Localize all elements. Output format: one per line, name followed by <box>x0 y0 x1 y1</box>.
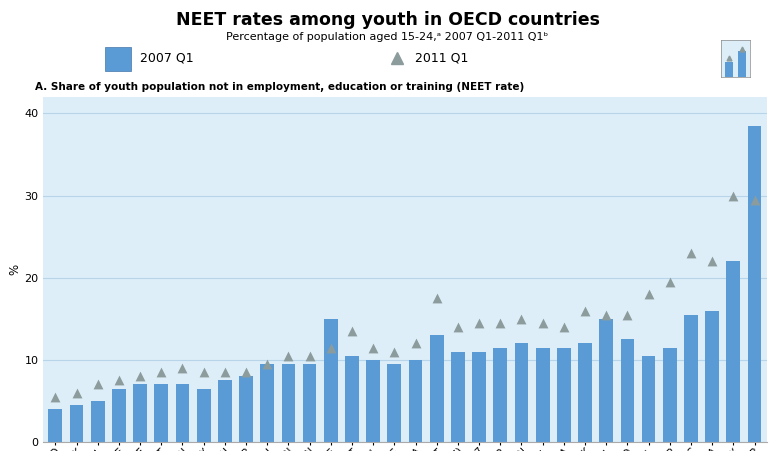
Point <box>282 352 294 359</box>
Point <box>155 368 167 376</box>
Point <box>198 368 210 376</box>
Point <box>706 258 718 265</box>
Bar <box>112 389 126 442</box>
Text: 2011 Q1: 2011 Q1 <box>415 52 469 65</box>
Point <box>325 344 337 351</box>
Bar <box>218 380 232 442</box>
Point <box>112 377 125 384</box>
Bar <box>281 364 295 442</box>
Text: Percentage of population aged 15-24,ᵃ 2007 Q1-2011 Q1ᵇ: Percentage of population aged 15-24,ᵃ 20… <box>226 32 549 42</box>
Bar <box>324 319 338 442</box>
Point <box>600 311 612 318</box>
Bar <box>472 352 486 442</box>
Bar <box>260 364 274 442</box>
Bar <box>557 348 570 442</box>
Bar <box>430 335 443 442</box>
Bar <box>133 384 147 442</box>
Bar <box>621 339 634 442</box>
Point <box>91 381 104 388</box>
Point <box>622 311 634 318</box>
Bar <box>451 352 465 442</box>
Bar <box>239 376 253 442</box>
Bar <box>663 348 677 442</box>
Point <box>642 290 655 298</box>
Point <box>431 295 443 302</box>
Bar <box>49 409 62 442</box>
Bar <box>345 356 359 442</box>
Bar <box>578 343 592 442</box>
Bar <box>599 319 613 442</box>
Point <box>239 368 252 376</box>
Bar <box>154 384 168 442</box>
Bar <box>408 360 422 442</box>
Bar <box>684 315 698 442</box>
Point <box>515 315 528 322</box>
Bar <box>105 47 131 71</box>
Point <box>452 323 464 331</box>
Text: NEET rates among youth in OECD countries: NEET rates among youth in OECD countries <box>175 11 600 29</box>
Bar <box>515 343 529 442</box>
Point <box>71 389 83 396</box>
Y-axis label: %: % <box>9 264 22 275</box>
Point <box>409 340 422 347</box>
Point <box>388 348 401 355</box>
Bar <box>748 126 761 442</box>
Bar <box>197 389 211 442</box>
Bar <box>725 61 733 77</box>
Point <box>473 319 485 327</box>
Text: A. Share of youth population not in employment, education or training (NEET rate: A. Share of youth population not in empl… <box>35 82 524 92</box>
Bar <box>91 401 105 442</box>
Point <box>558 323 570 331</box>
Bar <box>738 51 746 77</box>
Point <box>749 196 761 203</box>
Bar <box>388 364 401 442</box>
Point <box>727 192 739 199</box>
Point <box>536 319 549 327</box>
Bar <box>536 348 549 442</box>
Bar <box>726 261 740 442</box>
Bar <box>367 360 380 442</box>
Point <box>663 278 676 285</box>
Point <box>579 307 591 314</box>
Bar <box>705 311 719 442</box>
Point <box>176 364 188 372</box>
Bar <box>176 384 189 442</box>
Point <box>134 373 146 380</box>
Bar <box>70 405 84 442</box>
Point <box>494 319 507 327</box>
Point <box>685 249 698 257</box>
Point <box>261 360 274 368</box>
Point <box>219 368 231 376</box>
Point <box>49 393 61 400</box>
Point <box>346 327 358 335</box>
Point <box>367 344 379 351</box>
Text: 2007 Q1: 2007 Q1 <box>140 52 194 65</box>
Point <box>303 352 315 359</box>
Bar <box>494 348 507 442</box>
Bar <box>303 364 316 442</box>
Bar <box>642 356 656 442</box>
